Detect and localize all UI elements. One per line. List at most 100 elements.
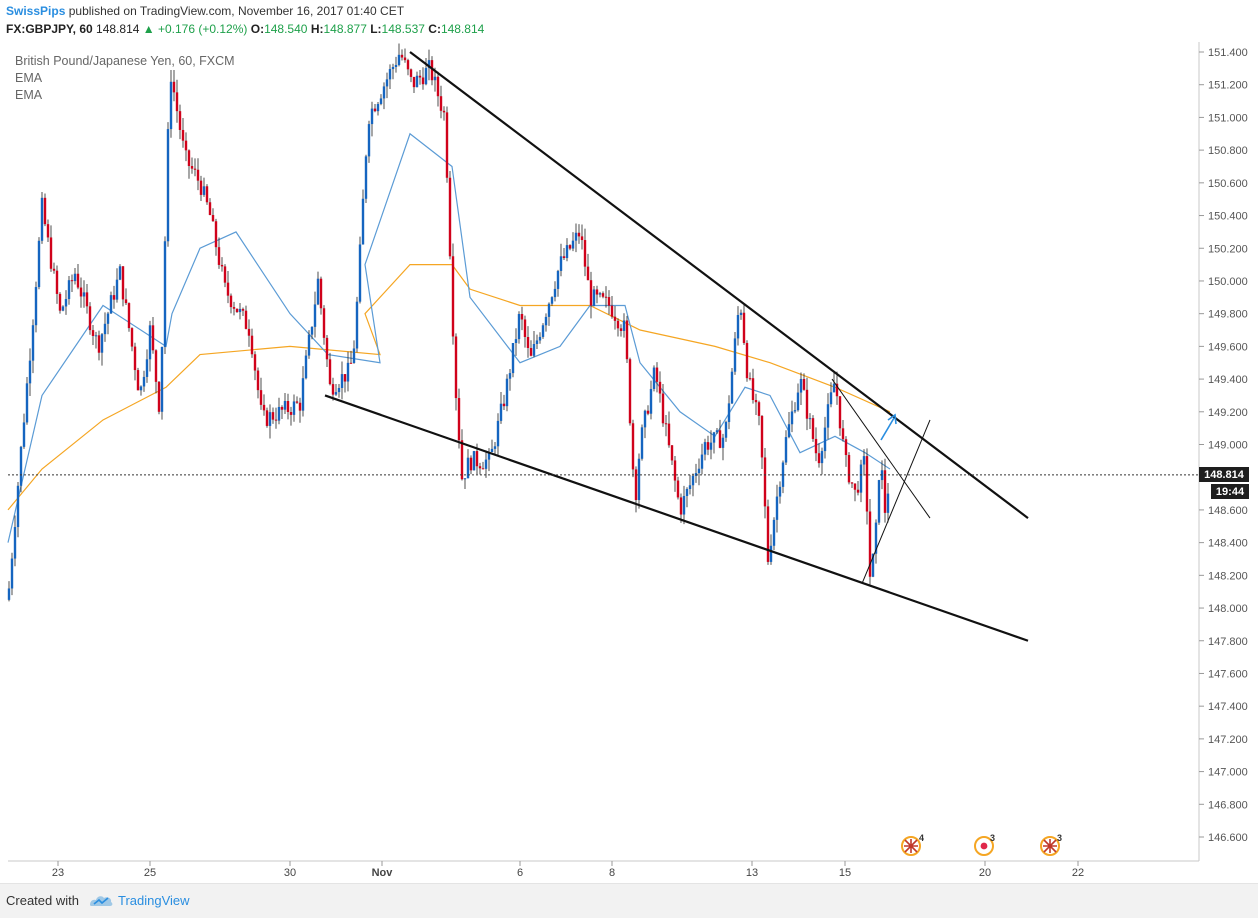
high-label: H: (310, 22, 324, 36)
candle-up (301, 378, 305, 411)
candle-up (571, 240, 575, 249)
author-link[interactable]: SwissPips (6, 4, 66, 18)
candle-down (607, 297, 611, 306)
chart-header: SwissPips published on TradingView.com, … (0, 0, 1258, 40)
event-count: 3 (990, 833, 995, 843)
trendlines[interactable] (324, 51, 1029, 642)
time-tick-label: 15 (839, 867, 851, 879)
candle-down (625, 320, 629, 360)
open-label: O: (250, 22, 265, 36)
candle-up (886, 493, 890, 513)
candle-down (481, 468, 485, 470)
candle-up (61, 306, 65, 311)
candle-down (406, 60, 410, 70)
candle-down (229, 295, 233, 308)
candle-up (148, 325, 152, 360)
candle-down (841, 428, 845, 440)
series-title[interactable]: British Pound/Japanese Yen, 60, FXCM (15, 54, 235, 68)
candle-down (70, 280, 74, 282)
candle-down (850, 482, 854, 484)
candle-down (58, 293, 62, 311)
candle-down (430, 60, 434, 81)
candle-down (193, 168, 197, 170)
candle-up (511, 342, 515, 374)
candle-up (643, 410, 647, 428)
candle-down (619, 328, 623, 331)
candle-up (799, 378, 803, 393)
lower-wedge-trendline[interactable] (324, 394, 1029, 642)
candle-down (373, 108, 377, 112)
candle-up (688, 485, 692, 489)
candle-up (733, 338, 737, 372)
candle-up (358, 244, 362, 302)
event-count: 3 (1057, 833, 1062, 843)
candle-down (178, 111, 182, 130)
candle-down (583, 240, 587, 267)
candle-down (460, 440, 464, 480)
candle-up (394, 64, 398, 67)
candle-up (463, 478, 467, 480)
last-price-label: 148.814 19:44 (1199, 467, 1249, 499)
candle-down (655, 367, 659, 382)
event-uk-marker[interactable]: 4 (901, 833, 924, 856)
candle-down (442, 110, 446, 113)
event-uk-marker[interactable]: 3 (1040, 833, 1062, 856)
candle-up (142, 376, 146, 387)
symbol[interactable]: FX:GBPJPY, 60 (6, 22, 93, 36)
candle-down (325, 337, 329, 360)
tradingview-link[interactable]: TradingView (118, 893, 190, 908)
channel-up-trendline[interactable] (861, 419, 931, 584)
candle-down (418, 75, 422, 78)
candle-up (415, 75, 419, 88)
candle-up (826, 404, 830, 428)
candle-down (322, 308, 326, 338)
candle-down (412, 76, 416, 88)
ema-indicator-1[interactable]: EMA (15, 71, 43, 85)
ema-indicator-2[interactable]: EMA (15, 88, 43, 102)
event-markers[interactable]: 4 3 3 (901, 833, 1062, 856)
candle-up (781, 462, 785, 487)
time-tick-label: 20 (979, 867, 991, 879)
candle-down (658, 381, 662, 394)
candle-up (697, 468, 701, 474)
candle-up (16, 485, 20, 528)
candle-down (187, 150, 191, 167)
candle-down (847, 455, 851, 483)
candle-up (313, 304, 317, 327)
candle-up (871, 553, 875, 577)
candle-up (433, 76, 437, 81)
candle-up (514, 339, 518, 343)
candle-up (691, 475, 695, 486)
candle-down (742, 312, 746, 343)
candle-up (115, 279, 119, 300)
last-price: 148.814 (96, 22, 140, 36)
candle-down (319, 278, 323, 309)
candle-down (613, 316, 617, 321)
candle-down (502, 403, 506, 407)
price-tick-label: 149.200 (1208, 407, 1248, 419)
price-tick-label: 149.800 (1208, 309, 1248, 321)
candle-down (865, 456, 869, 512)
candle-up (364, 156, 368, 199)
candle-up (739, 312, 743, 315)
price-tick-label: 149.600 (1208, 341, 1248, 353)
channel-down-trendline[interactable] (831, 378, 931, 519)
candle-up (547, 303, 551, 317)
candle-up (565, 245, 569, 259)
candle-down (256, 370, 260, 391)
tradingview-logo-icon[interactable] (88, 893, 114, 914)
candle-up (13, 527, 17, 559)
event-jp-marker[interactable]: 3 (974, 833, 995, 856)
candle-down (883, 470, 887, 513)
upper-wedge-trendline[interactable] (409, 51, 1029, 519)
candle-up (532, 344, 536, 356)
candle-up (367, 124, 371, 157)
candle-down (457, 398, 461, 441)
candle-up (466, 457, 470, 479)
candle-down (274, 419, 278, 421)
candle-down (436, 76, 440, 97)
candle-down (79, 287, 83, 297)
candle-up (34, 287, 38, 326)
